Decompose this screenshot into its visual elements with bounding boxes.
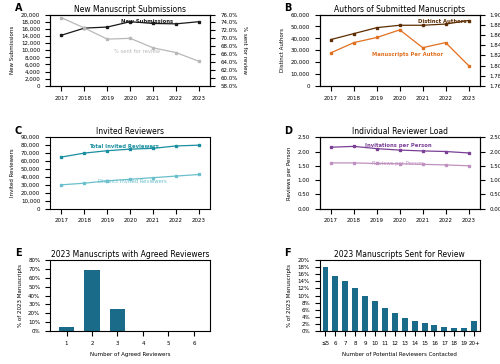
Bar [110,309,125,331]
Bar [442,327,448,331]
Title: 2023 Manuscripts with Agreed Reviewers: 2023 Manuscripts with Agreed Reviewers [51,250,210,259]
Title: New Manuscript Submissions: New Manuscript Submissions [74,5,186,14]
Text: Reviews per Person: Reviews per Person [372,161,424,166]
X-axis label: Number of Potential Reviewers Contacted: Number of Potential Reviewers Contacted [342,352,457,356]
Text: D: D [284,126,292,136]
Text: Invitations per Person: Invitations per Person [366,143,432,148]
Bar [471,321,477,331]
Y-axis label: New Submissions: New Submissions [10,26,16,74]
Text: C: C [14,126,22,136]
Title: Invited Reviewers: Invited Reviewers [96,127,164,136]
Bar [362,296,368,331]
Text: E: E [14,248,21,258]
Text: F: F [284,248,291,258]
Title: 2023 Manuscripts Sent for Review: 2023 Manuscripts Sent for Review [334,250,465,259]
Bar [452,328,457,331]
Text: % sent for review: % sent for review [114,49,160,54]
X-axis label: Number of Agreed Reviewers: Number of Agreed Reviewers [90,352,170,356]
Bar [372,301,378,331]
Text: B: B [284,3,292,13]
Bar [402,318,407,331]
Y-axis label: % sent for review: % sent for review [242,26,248,74]
Text: Manuscripts Per Author: Manuscripts Per Author [372,52,444,57]
Title: Individual Reviewer Load: Individual Reviewer Load [352,127,448,136]
Bar [84,270,100,331]
Bar [392,313,398,331]
Y-axis label: % of 2023 Manuscripts: % of 2023 Manuscripts [18,264,22,327]
Y-axis label: Distinct Authors: Distinct Authors [280,28,285,72]
Bar [322,267,328,331]
Bar [412,321,418,331]
Text: Distinct Invited Reviewers: Distinct Invited Reviewers [98,179,167,184]
Bar [382,308,388,331]
Text: Distinct Authors: Distinct Authors [418,19,467,24]
Text: A: A [14,3,22,13]
Bar [59,327,74,331]
Bar [342,281,348,331]
Bar [461,328,467,331]
Title: Authors of Submitted Manuscripts: Authors of Submitted Manuscripts [334,5,466,14]
Text: Total Invited Reviewers: Total Invited Reviewers [89,144,159,149]
Text: New Submissions: New Submissions [121,19,173,24]
Bar [352,288,358,331]
Y-axis label: Invited Reviewers: Invited Reviewers [10,149,16,197]
Bar [422,323,428,331]
Bar [432,325,438,331]
Y-axis label: Reviews per Person: Reviews per Person [287,146,292,199]
Bar [332,276,338,331]
Y-axis label: % of 2023 Manuscripts: % of 2023 Manuscripts [287,264,292,327]
